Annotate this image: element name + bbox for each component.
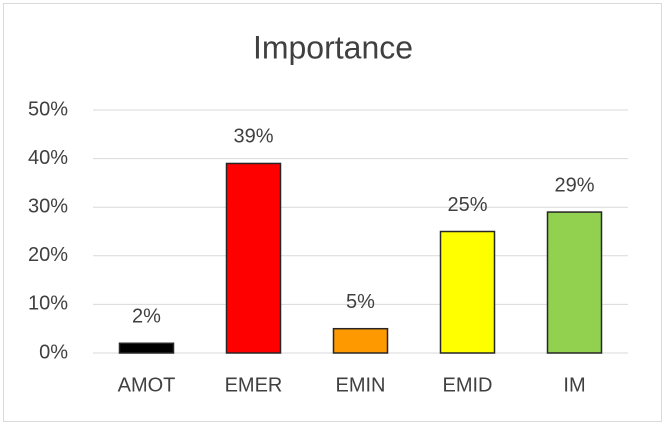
y-tick-label: 30% [28,195,68,217]
x-tick-label: AMOT [118,374,176,396]
value-label: 39% [233,126,273,148]
y-tick-label: 40% [28,147,68,169]
x-tick-label: EMIN [336,374,386,396]
bar [118,342,175,354]
y-tick-label: 0% [39,341,68,363]
chart-title: Importance [253,29,413,65]
value-label: 5% [346,291,375,313]
x-tick-label: EMID [443,374,493,396]
x-tick-label: EMER [225,374,283,396]
value-label: 2% [132,306,161,328]
bar [546,211,603,354]
value-label: 29% [554,174,594,196]
y-tick-label: 20% [28,244,68,266]
y-tick-label: 50% [28,98,68,120]
bar [225,162,282,354]
y-tick-label: 10% [28,293,68,315]
value-label: 25% [447,194,487,216]
bar [439,230,496,354]
bar [332,327,389,354]
x-tick-label: IM [563,374,585,396]
